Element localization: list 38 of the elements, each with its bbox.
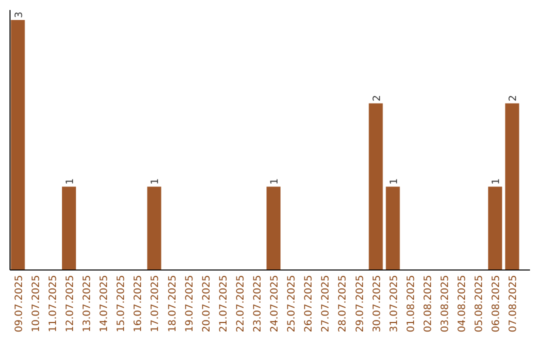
x-tick-label: 29.07.2025 <box>354 275 366 332</box>
x-tick-label: 24.07.2025 <box>270 275 281 332</box>
x-tick-label: 14.07.2025 <box>99 275 110 332</box>
x-tick-label: 20.07.2025 <box>201 275 212 332</box>
x-tick-label: 22.07.2025 <box>235 275 246 332</box>
x-tick-label: 15.07.2025 <box>116 275 128 332</box>
data-label: 2 <box>508 94 520 102</box>
x-tick-label: 28.07.2025 <box>338 275 349 332</box>
x-tick-label: 07.08.2025 <box>508 275 520 332</box>
x-tick-label: 13.07.2025 <box>82 275 94 332</box>
x-tick-label: 10.07.2025 <box>30 275 42 332</box>
x-tick-label: 17.07.2025 <box>150 275 162 332</box>
x-tick-label: 01.08.2025 <box>406 275 417 332</box>
data-label: 1 <box>270 178 281 185</box>
data-label: 1 <box>150 178 162 185</box>
x-tick-label: 30.07.2025 <box>372 275 383 332</box>
x-tick-label: 04.08.2025 <box>457 275 468 332</box>
x-tick-label: 05.08.2025 <box>474 275 486 332</box>
x-tick-label: 09.07.2025 <box>14 275 25 332</box>
x-tick-label: 26.07.2025 <box>304 275 315 332</box>
x-tick-label: 21.07.2025 <box>218 275 230 332</box>
x-tick-label: 18.07.2025 <box>167 275 178 332</box>
x-tick-label: 11.07.2025 <box>48 275 59 332</box>
x-tick-label: 25.07.2025 <box>286 275 298 332</box>
x-tick-label: 03.08.2025 <box>440 275 451 332</box>
x-tick-label: 19.07.2025 <box>184 275 196 332</box>
x-tick-label: 27.07.2025 <box>320 275 332 332</box>
x-tick-label: 31.07.2025 <box>388 275 400 332</box>
x-tick-label: 06.08.2025 <box>491 275 502 332</box>
x-tick-label: 12.07.2025 <box>64 275 76 332</box>
x-tick-label: 23.07.2025 <box>252 275 264 332</box>
data-label: 1 <box>491 178 502 185</box>
data-label: 1 <box>388 178 400 185</box>
x-tick-label: 02.08.2025 <box>422 275 434 332</box>
data-label: 2 <box>372 94 383 102</box>
data-label: 3 <box>14 12 25 18</box>
data-label: 1 <box>64 178 76 185</box>
x-tick-label: 16.07.2025 <box>133 275 144 332</box>
